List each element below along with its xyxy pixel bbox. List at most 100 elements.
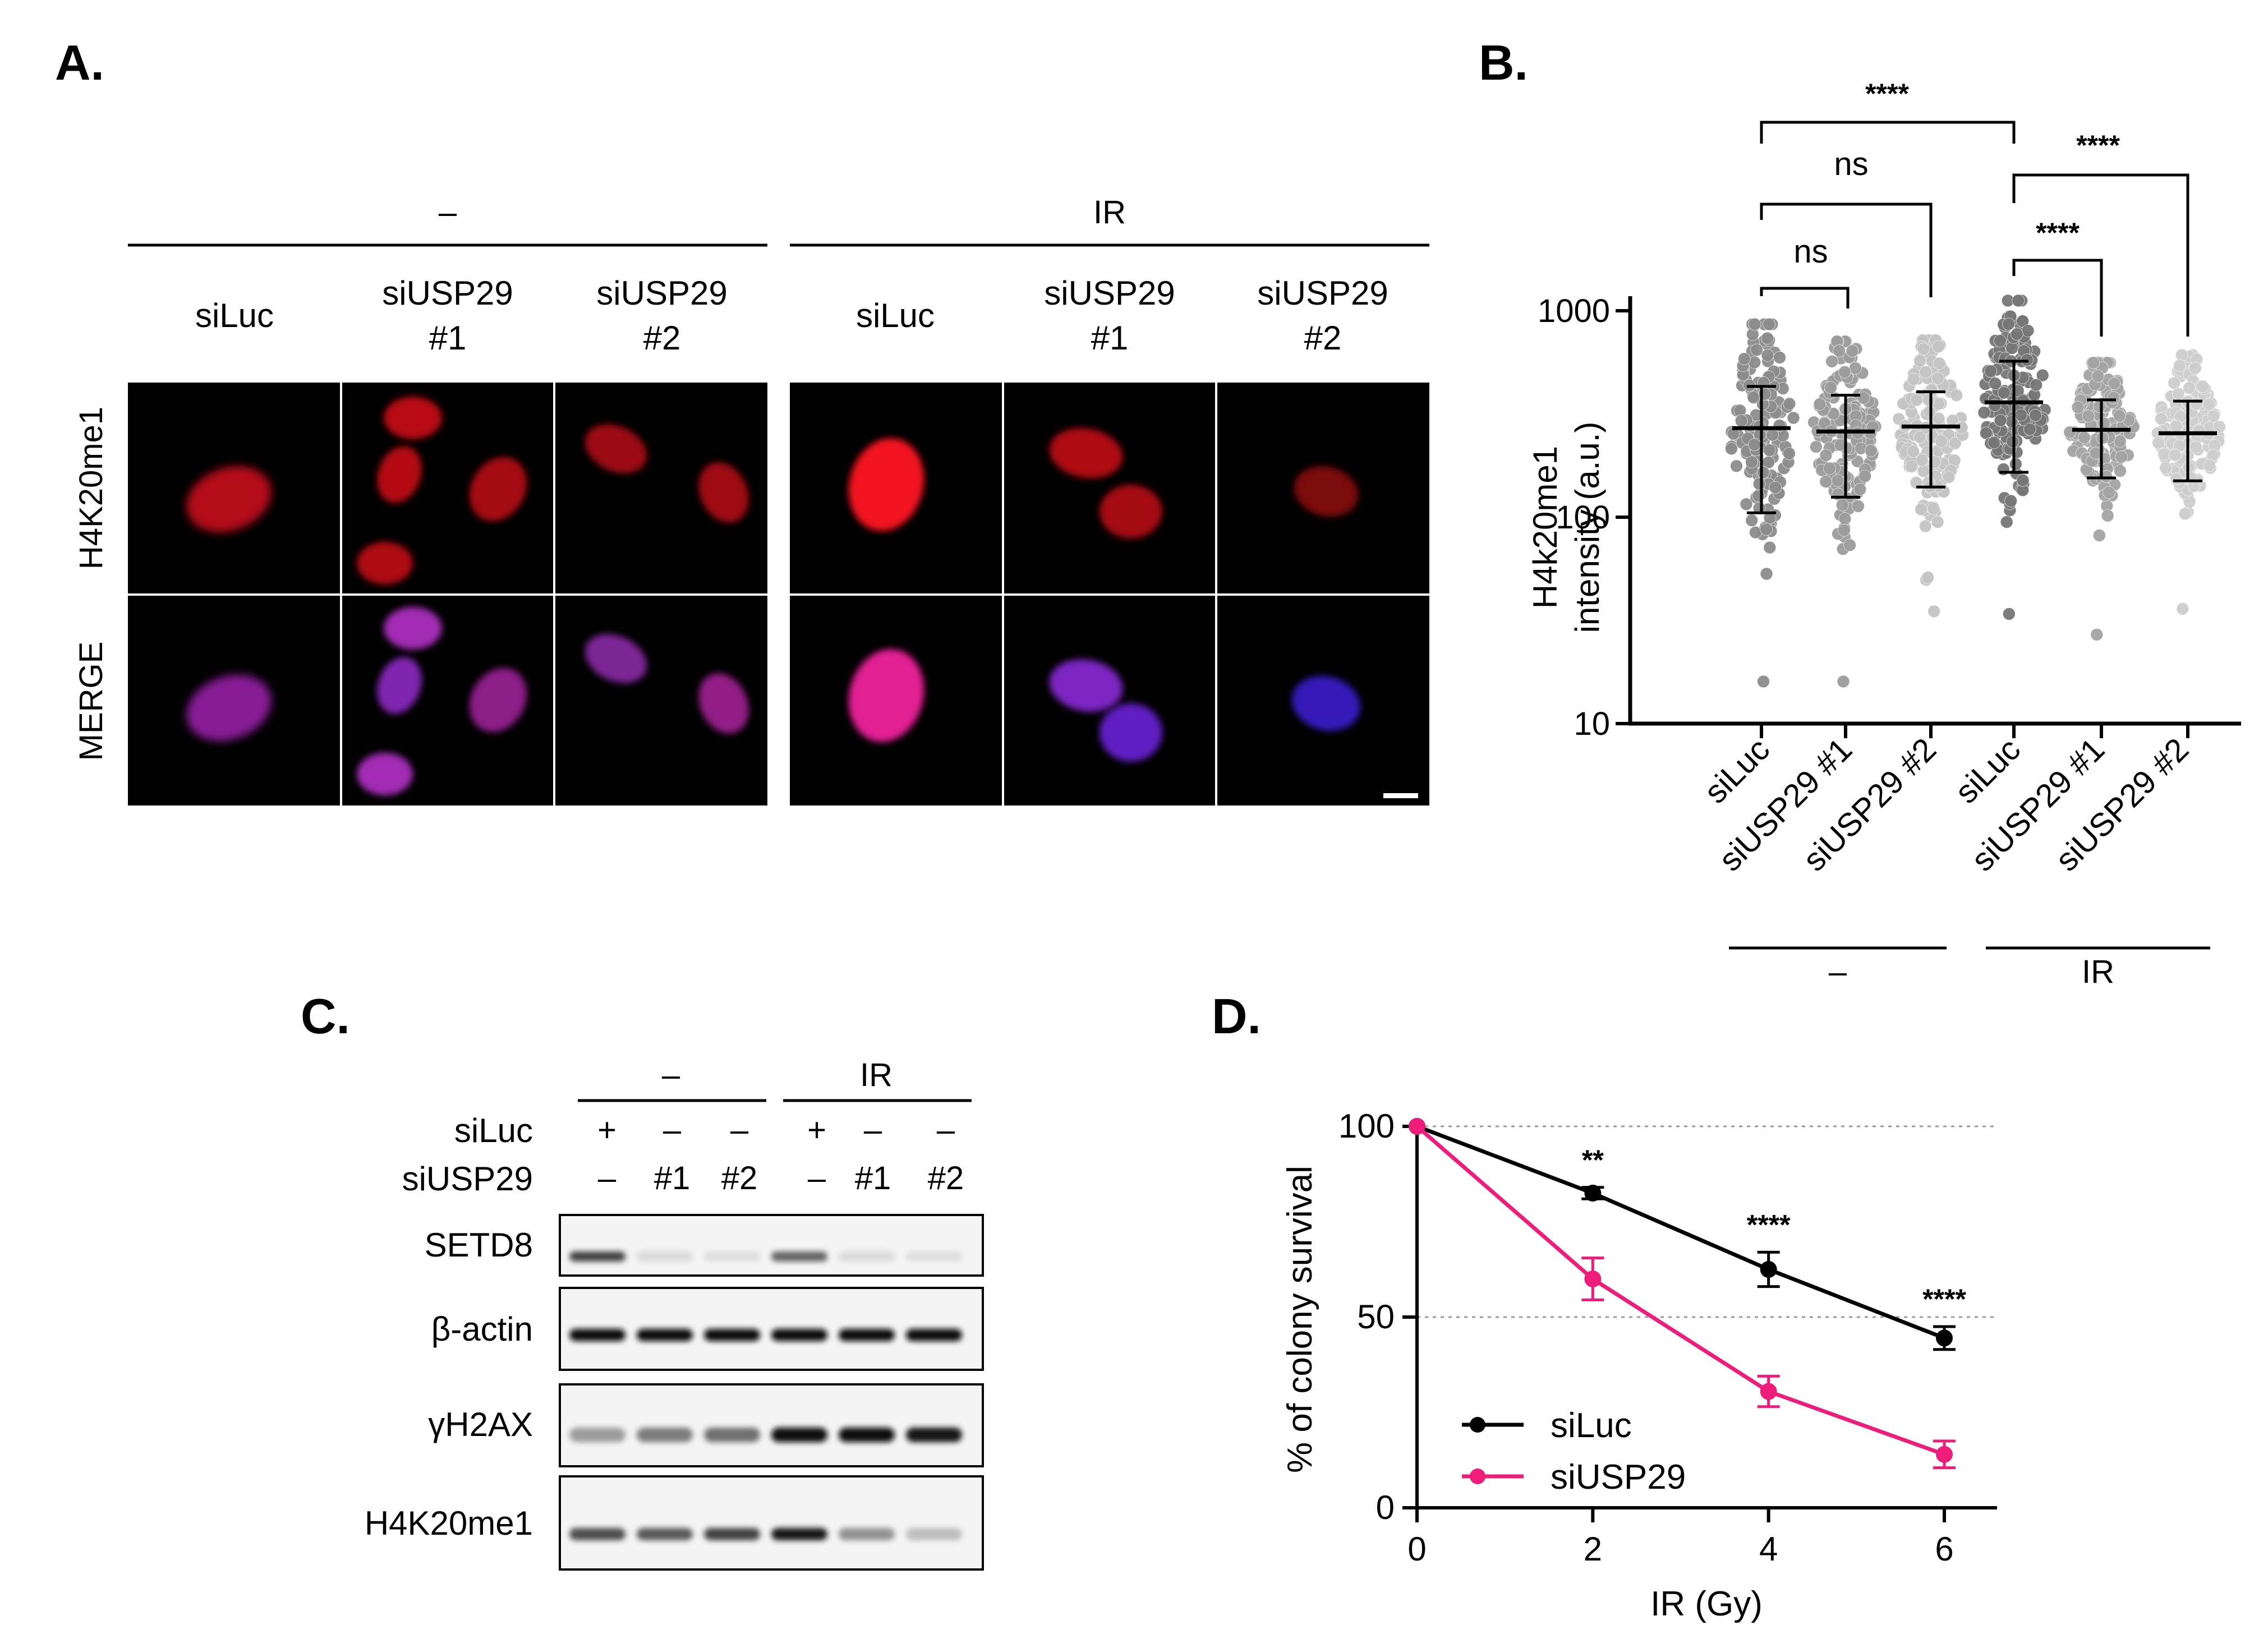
merge-nucleus-siusp29-1-d <box>469 668 527 733</box>
panel-b-point <box>2003 607 2016 620</box>
panel-b-point <box>1837 675 1850 688</box>
panel-b-ylabel-line1: H4k20me1 <box>1526 446 1564 609</box>
panel-b-point <box>2107 391 2120 404</box>
panel-b-point <box>1857 392 1870 404</box>
blot-gh2ax-label: γH2AX <box>428 1406 533 1443</box>
data-point-siUSP29 <box>1584 1271 1602 1287</box>
panel-b-point <box>1949 436 1962 450</box>
condition-3-label: siUSP29 <box>596 274 727 312</box>
panel-c-row-siusp29-label: siUSP29 <box>402 1160 533 1198</box>
panel-b-ytick-10: 10 <box>1574 706 1610 742</box>
panel-b-point <box>1738 352 1751 366</box>
siusp29-lane-4: – <box>808 1160 826 1196</box>
panel-b-significance-brackets <box>1760 121 2189 337</box>
panel-b-point <box>1910 393 1923 407</box>
panel-b-point <box>2203 459 2216 472</box>
panel-b-point <box>1931 515 1944 529</box>
siluc-lane-5: – <box>864 1112 882 1148</box>
panel-b-point <box>2189 440 2202 454</box>
panel-b-point <box>1725 442 1738 455</box>
panel-b-point <box>1783 397 1796 411</box>
panel-b-point <box>2168 376 2180 390</box>
panel-b-point <box>1838 512 1852 526</box>
panel-b-point <box>2087 356 2100 370</box>
panel-d-sig-label: **** <box>1747 1209 1791 1240</box>
panel-b-point <box>1831 474 1844 487</box>
panel-d-gridlines <box>1417 1125 1997 1318</box>
panel-c-letter: C. <box>301 988 350 1044</box>
panel-b-point <box>2023 422 2036 436</box>
blot-band <box>569 1329 625 1341</box>
panel-b-point <box>1853 483 1867 496</box>
panel-b-point <box>2178 507 2192 521</box>
panel-b-point <box>1761 332 1774 345</box>
panel-b-point <box>1915 503 1927 516</box>
nucleus-ir-siluc <box>848 438 924 531</box>
panel-b-x-tick-marks <box>1760 724 2189 738</box>
panel-b: B. H4k20me1 intensity (a.u.) 1000 100 10… <box>1479 35 2241 990</box>
panel-d-ytick-label: 0 <box>1376 1489 1395 1526</box>
group-label-control: – <box>439 194 457 231</box>
panel-b-point <box>2114 464 2127 477</box>
panel-d-legend: siLuc siUSP29 <box>1462 1406 1686 1497</box>
group-label-ir: IR <box>1093 194 1126 231</box>
legend-siluc-marker <box>1470 1417 1485 1433</box>
legend-siusp29-marker <box>1470 1469 1485 1484</box>
blot-band <box>771 1428 827 1442</box>
panel-b-point <box>2030 378 2042 392</box>
siluc-lane-6: – <box>937 1112 955 1148</box>
panel-b-point <box>1977 406 1991 419</box>
nucleus-siusp29-1-d <box>469 457 527 522</box>
blot-band <box>569 1528 625 1540</box>
panel-c-row-siluc-label: siLuc <box>454 1112 533 1149</box>
merge-nucleus-ir-siusp29-1-a <box>1049 659 1123 712</box>
panel-b-point <box>1819 475 1833 488</box>
panel-b-point <box>2155 412 2168 425</box>
panel-b-point <box>1989 377 2002 390</box>
panel-b-point <box>1763 444 1776 457</box>
panel-b-point <box>2113 409 2126 422</box>
panel-b-point <box>2004 494 2017 508</box>
panel-b-point <box>2169 420 2183 433</box>
panel-b-xtick-4: siLuc <box>1948 731 2027 811</box>
panel-b-point <box>1838 365 1851 379</box>
panel-b-xtick-1: siLuc <box>1697 731 1777 811</box>
panel-b-point <box>2176 602 2189 615</box>
panel-b-data-points <box>1725 294 2226 688</box>
panel-b-point <box>1835 498 1849 512</box>
bracket-siluc-vs-siusp29-2 <box>1760 202 1933 297</box>
panel-c-group-label-control: – <box>662 1057 680 1093</box>
blot-band <box>704 1251 760 1262</box>
merge-nucleus-siluc <box>186 675 272 741</box>
panel-d-xtick-label: 6 <box>1935 1530 1953 1568</box>
panel-b-point <box>2002 317 2015 331</box>
panel-b-point <box>2011 328 2023 340</box>
nucleus-siusp29-2-b <box>698 462 749 523</box>
panel-b-point <box>1838 523 1851 537</box>
siusp29-lane-1: – <box>598 1160 617 1196</box>
blot-band <box>704 1428 760 1442</box>
panel-b-points-group-2 <box>1807 335 1882 688</box>
blot-h4k20me1-frame <box>559 1475 984 1571</box>
panel-b-point <box>2012 294 2025 307</box>
panel-b-point <box>1927 605 1940 618</box>
merge-nuclei <box>186 607 1361 795</box>
panel-d-sig-label: ** <box>1582 1144 1604 1176</box>
panel-b-xtick-labels: siLuc siUSP29 #1 siUSP29 #2 siLuc siUSP2… <box>1697 731 2196 878</box>
panel-b-point <box>1750 343 1763 357</box>
panel-b-point <box>1735 414 1748 427</box>
blot-setd8-label: SETD8 <box>425 1226 533 1264</box>
blot-setd8-frame <box>559 1214 984 1277</box>
panel-b-point <box>2108 377 2121 390</box>
panel-b-point <box>2213 420 2226 434</box>
panel-b-point <box>1763 317 1775 331</box>
panel-b-point <box>2014 408 2027 422</box>
row-label-h4k20me1: H4K20me1 <box>73 407 109 569</box>
panel-b-point <box>1858 470 1871 483</box>
condition-5-label: siUSP29 <box>1044 274 1175 312</box>
blot-band <box>637 1528 693 1540</box>
condition-2-label: siUSP29 <box>382 274 513 312</box>
sig-label-4: **** <box>2076 130 2120 161</box>
data-point-siUSP29 <box>1760 1383 1777 1400</box>
panel-b-point <box>1865 444 1878 457</box>
